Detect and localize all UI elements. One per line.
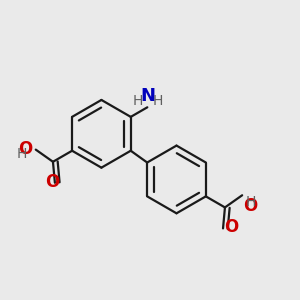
Text: H: H [16,147,27,161]
Text: N: N [140,87,155,105]
Text: O: O [224,218,238,236]
Text: O: O [19,140,33,158]
Text: H: H [152,94,163,108]
Text: H: H [133,94,143,108]
Text: O: O [45,172,60,190]
Text: H: H [245,195,256,209]
Text: O: O [243,197,258,215]
